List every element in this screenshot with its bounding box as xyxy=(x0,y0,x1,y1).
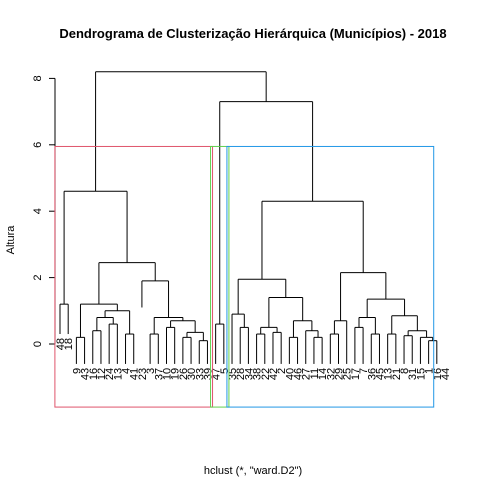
leaf-label-24: 38 xyxy=(252,368,264,380)
leaf-label-44: 15 xyxy=(415,368,427,380)
cluster-box-2 xyxy=(210,145,230,408)
leaf-label-8: 4 xyxy=(121,368,133,374)
leaf-label-2: 9 xyxy=(71,368,83,374)
leaf-label-16: 30 xyxy=(186,368,198,380)
leaf-label-19: 47 xyxy=(211,368,223,380)
leaf-label-7: 13 xyxy=(112,368,124,380)
chart-title: Dendrograma de Clusterização Hierárquica… xyxy=(59,26,446,41)
y-axis: 0 2 4 6 8 xyxy=(32,75,56,347)
leaf-labels: 4818943161224134412333710192630333947535… xyxy=(55,338,452,380)
leaf-label-23: 34 xyxy=(243,368,255,380)
leaf-label-40: 13 xyxy=(383,368,395,380)
leaf-label-33: 32 xyxy=(325,368,337,380)
leaf-label-4: 16 xyxy=(88,368,100,380)
leaf-label-31: 11 xyxy=(309,368,321,379)
leaf-label-42: 8 xyxy=(399,368,411,374)
x-axis-label: hclust (*, "ward.D2") xyxy=(204,465,302,477)
leaf-label-3: 43 xyxy=(80,368,92,380)
cluster-box-1 xyxy=(54,145,214,408)
leaf-label-15: 26 xyxy=(178,368,190,380)
cluster-box-3 xyxy=(226,145,435,408)
leaf-label-21: 35 xyxy=(227,368,239,380)
leaf-label-43: 31 xyxy=(407,368,419,380)
y-tick-label-2: 2 xyxy=(32,275,44,281)
leaf-label-0: 48 xyxy=(55,338,67,350)
dendrogram-branches xyxy=(59,71,438,364)
y-tick-label-4: 4 xyxy=(32,208,44,214)
leaf-label-17: 33 xyxy=(194,368,206,380)
leaf-label-18: 39 xyxy=(202,368,214,380)
leaf-label-32: 14 xyxy=(317,368,329,380)
y-tick-label-0: 0 xyxy=(32,341,44,347)
cluster-boxes xyxy=(54,145,435,408)
y-tick-label-6: 6 xyxy=(32,142,44,148)
leaf-label-45: 1 xyxy=(424,368,436,374)
leaf-label-5: 12 xyxy=(96,368,108,380)
leaf-label-35: 25 xyxy=(342,368,354,380)
leaf-label-26: 42 xyxy=(268,368,280,380)
leaf-label-11: 3 xyxy=(145,368,157,374)
leaf-label-28: 40 xyxy=(284,368,296,380)
leaf-label-34: 29 xyxy=(334,368,346,380)
leaf-label-27: 2 xyxy=(276,368,288,374)
leaf-label-25: 22 xyxy=(260,368,272,380)
leaf-label-1: 18 xyxy=(63,338,75,350)
leaf-label-41: 21 xyxy=(391,368,403,380)
leaf-label-13: 10 xyxy=(161,368,173,380)
leaf-label-30: 27 xyxy=(301,368,313,380)
leaf-label-9: 41 xyxy=(129,368,141,380)
leaf-label-37: 7 xyxy=(358,368,370,374)
leaf-label-29: 46 xyxy=(293,368,305,380)
leaf-label-39: 45 xyxy=(374,368,386,380)
leaf-label-46: 16 xyxy=(432,368,444,380)
leaf-label-20: 5 xyxy=(219,368,231,374)
leaf-label-10: 23 xyxy=(137,368,149,380)
leaf-label-12: 37 xyxy=(153,368,165,380)
leaf-label-38: 36 xyxy=(366,368,378,380)
leaf-label-6: 24 xyxy=(104,368,116,380)
leaf-label-14: 19 xyxy=(170,368,182,380)
leaf-label-36: 17 xyxy=(350,368,362,380)
y-tick-label-8: 8 xyxy=(32,75,44,81)
y-axis-label: Altura xyxy=(5,225,17,255)
leaf-label-22: 28 xyxy=(235,368,247,380)
leaf-label-47: 44 xyxy=(440,368,452,380)
